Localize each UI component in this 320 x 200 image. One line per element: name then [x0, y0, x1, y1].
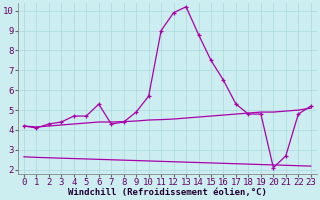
X-axis label: Windchill (Refroidissement éolien,°C): Windchill (Refroidissement éolien,°C) [68, 188, 267, 197]
